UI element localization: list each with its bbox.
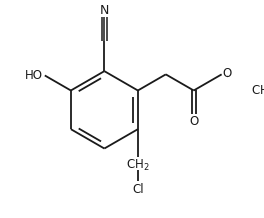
Text: CH$_2$: CH$_2$ xyxy=(126,158,150,173)
Text: O: O xyxy=(189,115,198,128)
Text: HO: HO xyxy=(25,69,43,82)
Text: O: O xyxy=(223,67,232,80)
Text: CH$_3$: CH$_3$ xyxy=(251,84,264,99)
Text: N: N xyxy=(100,4,109,17)
Text: Cl: Cl xyxy=(132,184,144,196)
